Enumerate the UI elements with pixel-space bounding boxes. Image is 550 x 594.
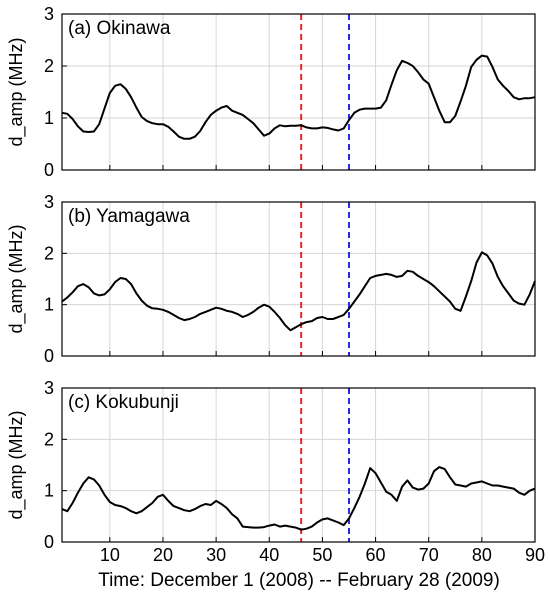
y-axis-label: d_amp (MHz)	[6, 37, 27, 146]
x-tick-label: 30	[206, 545, 226, 565]
series-line-1	[61, 466, 536, 531]
x-tick-label: 10	[100, 545, 120, 565]
series-line-1	[61, 54, 536, 140]
panels: 0 1 2 3 d_amp (MHz) (a) Okinawa 0 1 2 3 d_amp (MHz…	[6, 4, 545, 565]
panel-1: 0 1 2 3 d_amp (MHz) (a) Okinawa	[6, 4, 536, 180]
y-tick-label: 2	[44, 243, 54, 263]
panel-2: 0 1 2 3 d_amp (MHz) (b) Yamagawa	[6, 192, 536, 366]
plot-frame	[61, 387, 536, 543]
x-tick-label: 60	[366, 545, 386, 565]
panel-title: (b) Yamagawa	[68, 206, 190, 227]
x-tick-label: 40	[259, 545, 279, 565]
plot-frame	[61, 13, 536, 171]
y-axis-label: d_amp (MHz)	[6, 224, 27, 333]
x-tick-label: 20	[153, 545, 173, 565]
y-tick-label: 3	[44, 192, 54, 212]
y-tick-label: 0	[44, 160, 54, 180]
y-tick-label: 0	[44, 346, 54, 366]
y-tick-label: 3	[44, 4, 54, 24]
x-axis-label: Time: December 1 (2008) -- February 28 (…	[98, 570, 500, 591]
y-tick-label: 1	[44, 295, 54, 315]
y-tick-label: 2	[44, 56, 54, 76]
y-tick-label: 2	[44, 429, 54, 449]
y-tick-label: 0	[44, 532, 54, 552]
panel-title: (c) Kokubunji	[68, 392, 179, 413]
y-tick-label: 1	[44, 108, 54, 128]
series-line-1	[61, 251, 536, 332]
plot-frame	[61, 201, 536, 357]
x-tick-label: 70	[419, 545, 439, 565]
y-tick-label: 3	[44, 378, 54, 398]
x-tick-label: 90	[525, 545, 545, 565]
panel-title: (a) Okinawa	[68, 18, 171, 39]
y-tick-label: 1	[44, 481, 54, 501]
panel-3: 0 1 2 3 10 20 30 40 50 60 70 80 90 d_amp (MHz) (c) Kok…	[6, 378, 545, 565]
x-tick-label: 80	[472, 545, 492, 565]
x-tick-label: 50	[312, 545, 332, 565]
y-axis-label: d_amp (MHz)	[6, 410, 27, 519]
